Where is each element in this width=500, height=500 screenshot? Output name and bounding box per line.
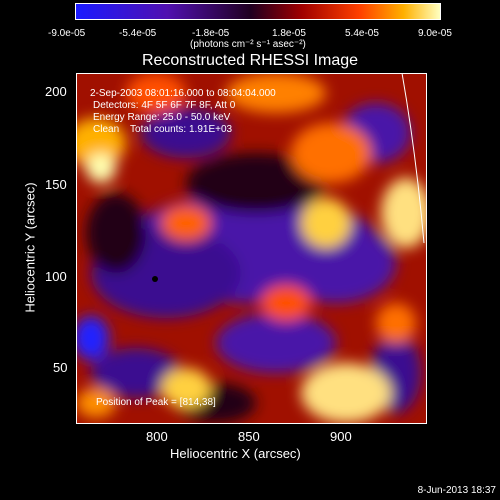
y-tick-label: 100: [45, 269, 67, 284]
colorbar-tick-label: -1.8e-05: [192, 28, 230, 39]
y-tick-label: 150: [45, 177, 67, 192]
clean-counts-label: Clean Total counts: 1.91E+03: [93, 124, 233, 135]
colorbar-units: (photons cm⁻² s⁻¹ asec⁻²): [190, 39, 306, 50]
x-tick-label: 800: [146, 429, 168, 444]
x-tick-label: 900: [330, 429, 352, 444]
energy-range-label: Energy Range: 25.0 - 50.0 keV: [93, 112, 231, 123]
y-axis-title: Heliocentric Y (arcsec): [22, 182, 38, 313]
image-title: Reconstructed RHESSI Image: [141, 52, 359, 69]
colorbar-tick-label: 1.8e-05: [272, 28, 306, 39]
time-range-label: 2-Sep-2003 08:01:16.000 to 08:04:04.000: [90, 88, 276, 99]
colorbar-tick-label: 5.4e-05: [345, 28, 379, 39]
plot-frame: [76, 73, 427, 424]
colorbar-tick-label: -9.0e-05: [48, 28, 86, 39]
y-tick-label: 50: [53, 360, 68, 375]
peak-position-label: Position of Peak = [814,38]: [96, 397, 216, 408]
timestamp-footer: 8-Jun-2013 18:37: [417, 485, 496, 496]
x-axis-title: Heliocentric X (arcsec): [170, 446, 301, 461]
rhessi-image: [76, 73, 427, 424]
colorbar-tick-label: 9.0e-05: [418, 28, 452, 39]
detectors-label: Detectors: 4F 5F 6F 7F 8F, Att 0: [93, 100, 236, 111]
x-tick-label: 850: [238, 429, 260, 444]
colorbar-tick-label: -5.4e-05: [119, 28, 157, 39]
colorbar: [75, 3, 441, 20]
y-tick-label: 200: [45, 84, 67, 99]
